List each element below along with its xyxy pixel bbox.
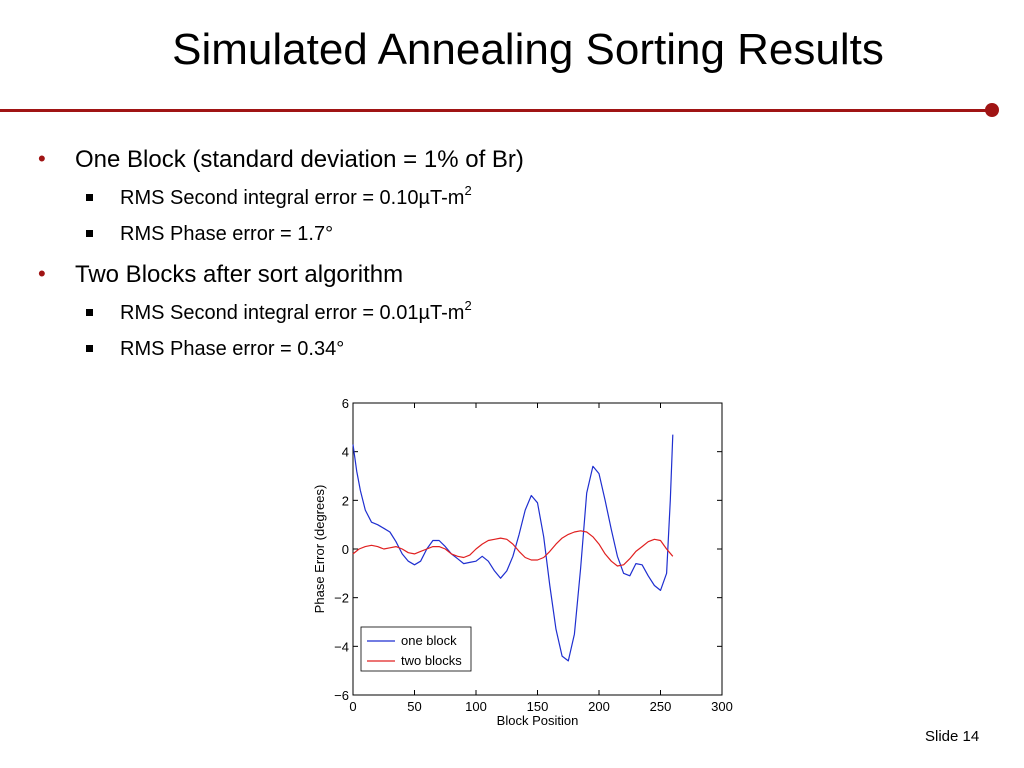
sub-bullet-phase-error-2: RMS Phase error = 0.34° [120,336,344,362]
y-tick-label: −6 [334,688,349,703]
series-line-two-blocks [352,530,674,567]
sub-bullet-text: RMS Second integral error = 0.01µT-m [120,302,465,324]
sub-bullet-second-integral-1: RMS Second integral error = 0.10µT-m2 [120,183,472,211]
slide-number: Slide 14 [925,728,980,745]
sub-bullet-text: RMS Phase error = 1.7° [120,223,334,245]
x-tick-label: 0 [349,699,356,714]
sub-bullet-marker [86,309,93,316]
sub-bullet-marker [86,230,93,237]
sub-bullet-phase-error-1: RMS Phase error = 1.7° [120,221,333,247]
y-tick-label: 6 [342,396,349,411]
y-tick-label: −2 [334,591,349,606]
x-tick-label: 150 [527,699,549,714]
y-tick-label: 4 [342,445,349,460]
bullet-two-blocks: Two Blocks after sort algorithm [75,261,404,288]
legend-label: one block [401,633,457,648]
bullet-marker: • [38,146,46,171]
title-rule-dot [985,103,999,117]
superscript: 2 [464,298,472,314]
x-tick-label: 50 [407,699,421,714]
bullet-one-block: One Block (standard deviation = 1% of Br… [75,146,524,173]
title-rule [0,109,992,112]
bullet-marker: • [38,261,46,286]
sub-bullet-second-integral-2: RMS Second integral error = 0.01µT-m2 [120,298,472,326]
sub-bullet-marker [86,194,93,201]
y-tick-label: −4 [334,639,349,654]
slide-title: Simulated Annealing Sorting Results [172,25,884,74]
sub-bullet-text: RMS Phase error = 0.34° [120,338,345,360]
x-tick-label: 200 [588,699,610,714]
series-line-one-block [352,434,674,662]
x-tick-label: 300 [711,699,733,714]
y-axis-label: Phase Error (degrees) [312,485,327,614]
y-tick-label: 2 [342,493,349,508]
y-tick-label: 0 [342,542,349,557]
legend-label: two blocks [401,653,462,668]
sub-bullet-marker [86,345,93,352]
sub-bullet-text: RMS Second integral error = 0.10µT-m [120,187,465,209]
legend-box [360,626,472,672]
x-axis-label: Block Position [497,713,579,728]
superscript: 2 [464,183,472,199]
x-tick-label: 100 [465,699,487,714]
x-tick-label: 250 [650,699,672,714]
phase-error-chart: 0 50 100 150 200 250 300 6 4 2 0 −2 −4 −6 Block Positi… [312,396,733,728]
